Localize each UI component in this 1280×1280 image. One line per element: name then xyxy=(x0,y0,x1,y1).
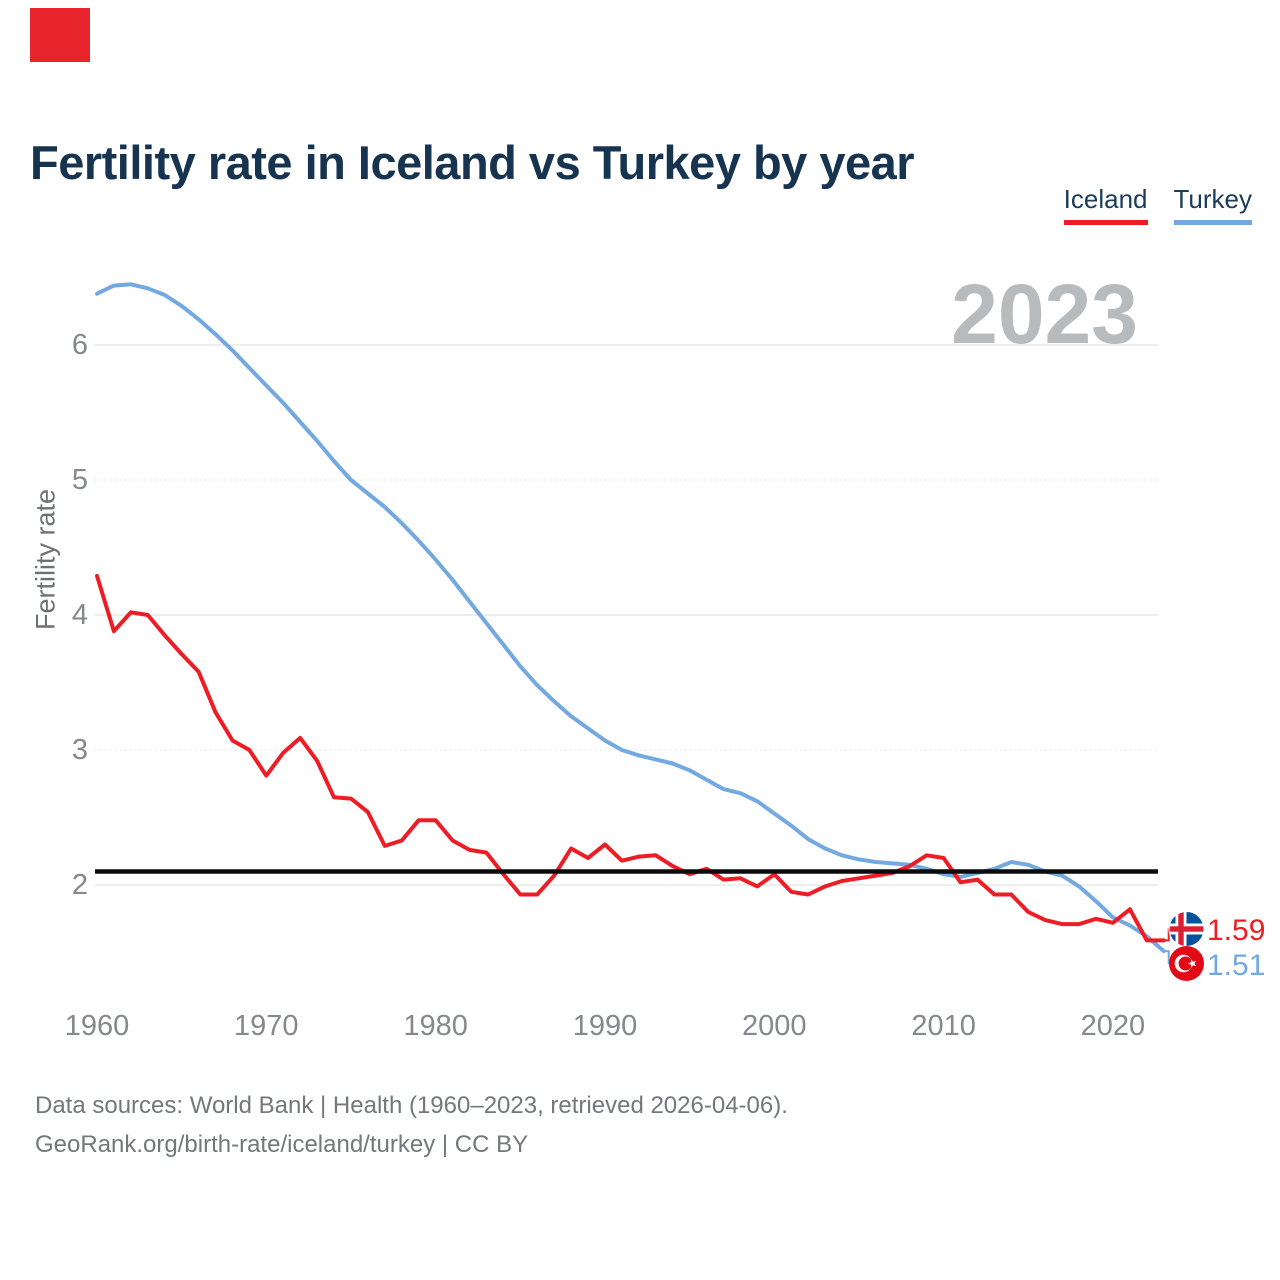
x-tick-1990: 1990 xyxy=(572,1010,638,1042)
series-lines xyxy=(95,282,1166,954)
gridlines xyxy=(95,344,1158,886)
y-tick-5: 5 xyxy=(71,464,88,496)
legend-item-iceland[interactable]: Iceland xyxy=(1063,184,1148,225)
x-tick-1980: 1980 xyxy=(403,1010,468,1042)
data-source-line: Data sources: World Bank | Health (1960–… xyxy=(35,1092,788,1119)
source-attribution: Data sources: World Bank | Health (1960–… xyxy=(35,1086,788,1164)
end-label-iceland: 1.59 xyxy=(1207,914,1266,947)
iceland-flag-icon xyxy=(1168,911,1205,947)
x-tick-2020: 2020 xyxy=(1080,1010,1146,1042)
y-tick-6: 6 xyxy=(71,329,88,361)
x-tick-1970: 1970 xyxy=(234,1010,299,1042)
x-tick-1960: 1960 xyxy=(64,1010,130,1042)
legend-label-turkey: Turkey xyxy=(1173,184,1253,214)
turkey-line[interactable] xyxy=(95,282,1166,954)
turkey-flag-icon xyxy=(1169,946,1204,981)
red-marker xyxy=(30,8,90,62)
legend: Iceland Turkey xyxy=(1063,184,1253,225)
y-tick-2: 2 xyxy=(71,869,88,901)
y-tick-3: 3 xyxy=(71,734,88,766)
x-tick-2010: 2010 xyxy=(911,1010,976,1042)
end-label-turkey: 1.51 xyxy=(1207,949,1266,982)
iceland-line[interactable] xyxy=(95,573,1166,943)
license-line: GeoRank.org/birth-rate/iceland/turkey | … xyxy=(35,1131,529,1158)
legend-item-turkey[interactable]: Turkey xyxy=(1173,184,1253,225)
legend-label-iceland: Iceland xyxy=(1063,184,1148,214)
y-tick-4: 4 xyxy=(71,599,88,631)
x-tick-2000: 2000 xyxy=(742,1010,807,1042)
page-title: Fertility rate in Iceland vs Turkey by y… xyxy=(30,136,915,190)
